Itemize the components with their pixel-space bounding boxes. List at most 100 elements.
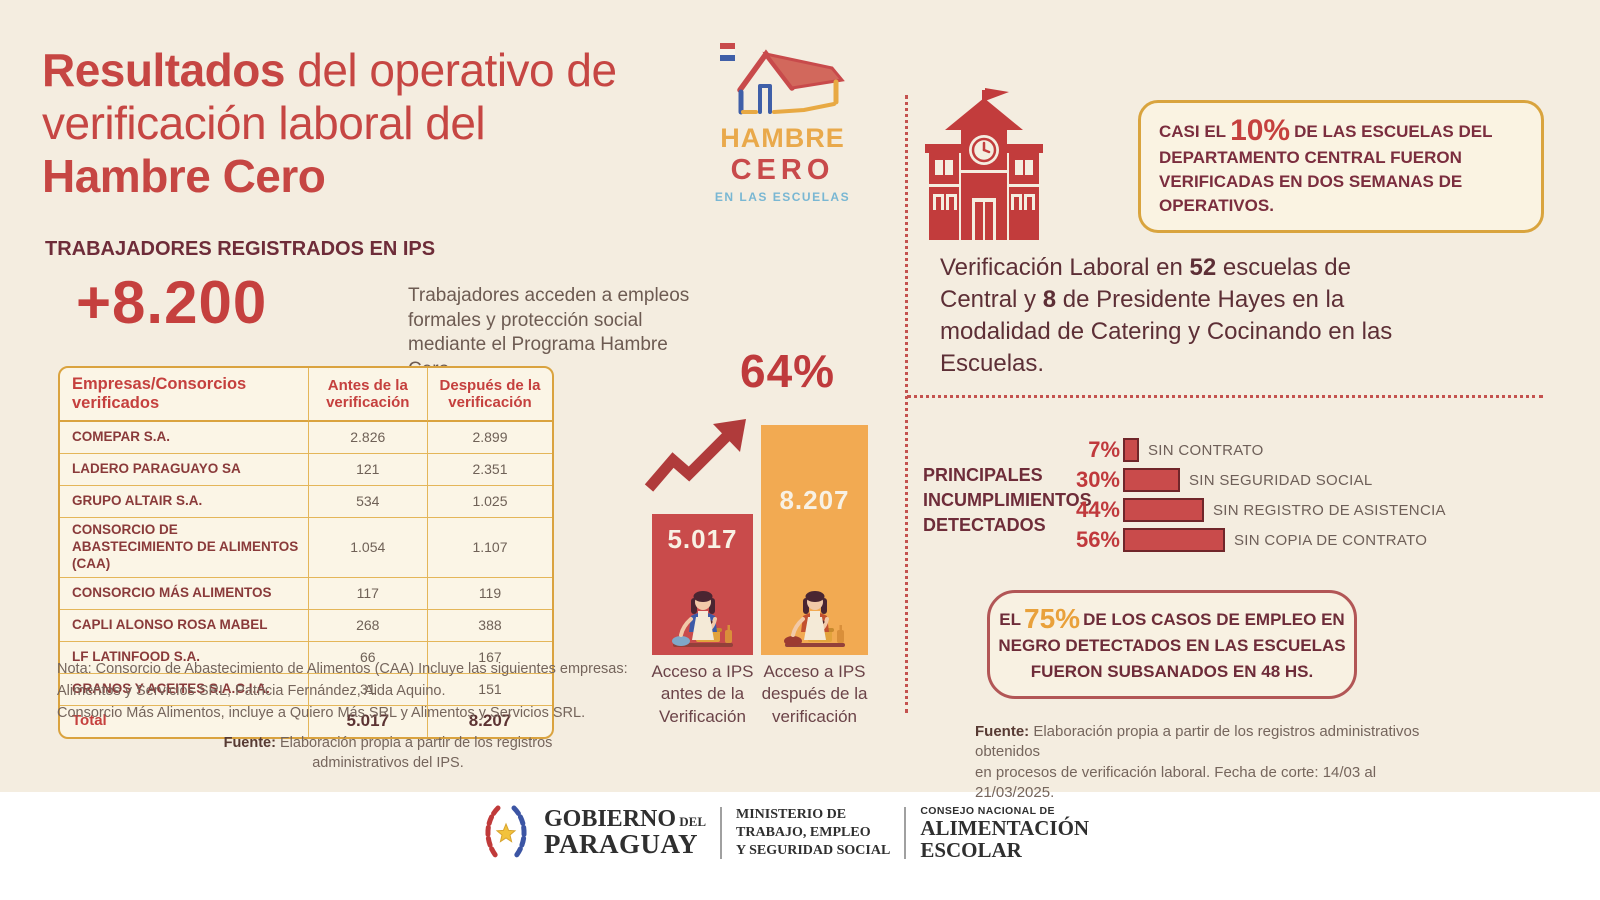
- callout-percent: 10%: [1230, 114, 1291, 147]
- vertical-dotted-divider: [905, 95, 908, 713]
- gobierno-word: GOBIERNO: [544, 806, 677, 832]
- inc-percent: 44%: [1075, 497, 1120, 522]
- title-line-2: verificación laboral del: [42, 96, 486, 149]
- table-row: COMEPAR S.A. 2.826 2.899: [60, 421, 552, 454]
- para-text: escuelas de Central y: [940, 254, 1351, 313]
- antes-value: 268: [308, 609, 428, 642]
- page-title: Resultados del operativo de verificación…: [42, 44, 722, 203]
- consejo-line: ESCOLAR: [920, 838, 1022, 862]
- table-row: LADERO PARAGUAYO SA 121 2.351: [60, 453, 552, 486]
- horizontal-dotted-divider: [907, 395, 1543, 398]
- ministerio-trabajo-logo: MINISTERIO DE TRABAJO, EMPLEO Y SEGURIDA…: [736, 806, 890, 861]
- hbar-1: [1123, 468, 1180, 492]
- hbar-3: [1123, 528, 1225, 552]
- despues-value: 119: [427, 578, 552, 610]
- despues-value: 151: [427, 674, 552, 706]
- antes-value: 31: [308, 673, 428, 706]
- table-row: GRUPO ALTAIR S.A. 534 1.025: [60, 485, 552, 518]
- schools-verified-callout: CASI EL 10% DE LAS ESCUELAS DEL DEPARTAMEN…: [1138, 100, 1544, 234]
- para-number-52: 52: [1189, 254, 1217, 281]
- col-header-despues: Después de la verificación: [427, 368, 552, 422]
- inc-percent: 30%: [1075, 467, 1120, 492]
- table-row: CAPLI ALONSO ROSA MABEL 268 388: [60, 609, 552, 642]
- footer-band: [0, 792, 1600, 900]
- table-row: LF LATINFOOD S.A. 66 167: [60, 641, 552, 674]
- antes-value: 2.826: [308, 421, 428, 454]
- antes-value: 534: [308, 485, 428, 518]
- table-row: GRANOS Y ACEITES S.A.C.I.A. 31 151: [60, 673, 552, 706]
- caption-line: Verificación: [659, 706, 746, 726]
- source-right-label: Fuente:: [975, 723, 1030, 740]
- inc-row: 30% SIN SEGURIDAD SOCIAL: [1038, 467, 1446, 492]
- company-name: CONSORCIO DE ABASTECIMIENTO DE ALIMENTOS…: [60, 517, 309, 578]
- footer-divider: [720, 807, 723, 859]
- inc-percent: 7%: [1088, 437, 1120, 462]
- bar-after: 8.207: [761, 425, 868, 655]
- hbar-2: [1123, 498, 1204, 522]
- callout-percent: 75%: [1024, 603, 1081, 634]
- bar-after-value: 8.207: [779, 485, 850, 515]
- companies-table: Empresas/Consorcios verificados Antes de…: [58, 366, 554, 739]
- consejo-alimentacion-logo: CONSEJO NACIONAL DE ALIMENTACIÓN ESCOLAR: [920, 805, 1089, 861]
- despues-value: 167: [427, 642, 552, 674]
- ministerio-line: Y SEGURIDAD SOCIAL: [736, 843, 891, 859]
- incumplimientos-label: PRINCIPALES INCUMPLIMIENTOS DETECTADOS: [923, 463, 1092, 539]
- company-name: GRUPO ALTAIR S.A.: [60, 485, 309, 518]
- inc-label-line: INCUMPLIMIENTOS: [923, 490, 1092, 511]
- inc-row: 44% SIN REGISTRO DE ASISTENCIA: [1038, 497, 1446, 522]
- trend-up-arrow-icon: [644, 419, 746, 492]
- para-number-8: 8: [1042, 285, 1057, 313]
- antes-value: 121: [308, 453, 428, 486]
- col-header-empresas: Empresas/Consorcios verificados: [60, 368, 309, 422]
- consejo-kicker: CONSEJO NACIONAL DE: [920, 804, 1055, 817]
- source-right-line: Elaboración propia a partir de los regis…: [975, 723, 1420, 761]
- title-bold-resultados: Resultados: [42, 44, 285, 96]
- company-name: GRANOS Y ACEITES S.A.C.I.A.: [60, 673, 309, 706]
- callout-text: DE LOS CASOS DE EMPLEO EN NEGRO DETECTAD…: [998, 610, 1346, 681]
- verification-paragraph: Verificación Laboral en 52 escuelas de C…: [940, 252, 1415, 380]
- house-sketch-icon: [719, 43, 845, 115]
- company-name: LF LATINFOOD S.A.: [60, 641, 309, 674]
- inc-label-line: DETECTADOS: [923, 515, 1046, 536]
- big-number-description: Trabajadores acceden a empleos formales …: [408, 285, 690, 380]
- table-total-row: Total 5.017 8.207: [60, 705, 552, 737]
- caption-line: Acceso a IPS: [651, 662, 754, 681]
- note-line-3: Consorcio Más Alimentos, incluye a Quier…: [57, 704, 586, 721]
- school-icon: [925, 88, 1043, 240]
- subsanados-callout: EL 75% DE LOS CASOS DE EMPLEO EN NEGRO DET…: [987, 590, 1357, 699]
- title-rest-1: del operativo de: [284, 44, 617, 96]
- big-number-8200: +8.200: [76, 269, 268, 336]
- caption-line: verificación: [771, 706, 858, 726]
- caption-line: después de la: [761, 684, 868, 704]
- antes-value: 66: [308, 641, 428, 674]
- cook-illustration: [671, 591, 733, 647]
- bar-after-caption: Acceso a IPS después de la verificación: [742, 661, 887, 728]
- logo-en-las-escuelas-text: EN LAS ESCUELAS: [714, 190, 851, 204]
- ministerio-line: TRABAJO, EMPLEO: [736, 824, 871, 840]
- bar-before: 5.017: [652, 514, 753, 655]
- company-name: CAPLI ALONSO ROSA MABEL: [60, 609, 309, 642]
- note-line-2: Alimentos y Servicios SRL, Patricia Fern…: [57, 682, 446, 699]
- source-right-line: en procesos de verificación laboral. Fec…: [975, 763, 1377, 801]
- inc-bar-label: SIN CONTRATO: [1148, 441, 1264, 459]
- table-row: CONSORCIO MÁS ALIMENTOS 117 119: [60, 577, 552, 610]
- table-header-row: Empresas/Consorcios verificados Antes de…: [60, 368, 552, 422]
- source-right: Fuente: Elaboración propia a partir de l…: [975, 722, 1435, 803]
- title-bold-hambre-cero: Hambre Cero: [42, 149, 326, 202]
- despues-value: 388: [427, 610, 552, 642]
- hambre-cero-logo: HAMBRE CERO EN LAS ESCUELAS: [700, 34, 865, 204]
- despues-value: 2.899: [427, 422, 552, 454]
- company-name: COMEPAR S.A.: [60, 421, 309, 454]
- company-name: CONSORCIO MÁS ALIMENTOS: [60, 577, 309, 610]
- paraguay-word: PARAGUAY: [544, 829, 699, 860]
- despues-value: 1.107: [427, 518, 552, 578]
- note-line-1: Nota: Consorcio de Abastecimiento de Ali…: [57, 661, 628, 677]
- hbar-0: [1123, 438, 1139, 462]
- logo-hambre-text: HAMBRE: [720, 123, 845, 153]
- para-text: de Presidente Hayes en la modalidad de C…: [940, 285, 1393, 377]
- section-label-ips: TRABAJADORES REGISTRADOS EN IPS: [45, 238, 436, 260]
- gobierno-paraguay-logo: GOBIERNO DEL PARAGUAY: [544, 807, 706, 859]
- despues-value: 1.025: [427, 486, 552, 518]
- source-left-text: Elaboración propia a partir de los regis…: [275, 735, 553, 772]
